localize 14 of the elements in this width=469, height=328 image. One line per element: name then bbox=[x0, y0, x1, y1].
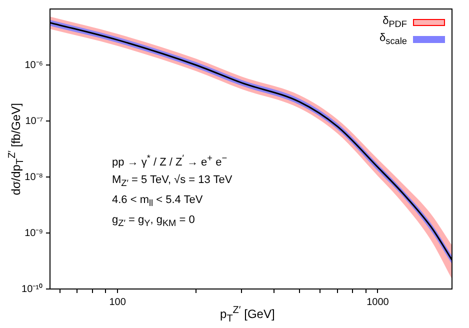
x-axis-title: p$_{T}$$^{Z′}$ [GeV] bbox=[220, 305, 275, 324]
y-tick-label: 10⁻⁶ bbox=[24, 60, 43, 71]
annotation: M$_{Z′}$ = 5 TeV, √s = 13 TeV bbox=[112, 172, 232, 190]
y-tick-label: 10⁻⁷ bbox=[25, 116, 44, 127]
annotation: g$_{Z′}$ = g$_{Y}$, g$_{KM}$ = 0 bbox=[112, 213, 196, 230]
annotation: 4.6 < m$_{ll}$ < 5.4 TeV bbox=[112, 192, 204, 210]
legend-label: δ$_{scale}$ bbox=[379, 32, 407, 47]
y-tick-label: 10⁻⁹ bbox=[24, 228, 43, 239]
y-tick-label: 10⁻⁸ bbox=[24, 172, 43, 183]
y-tick-label: 10⁻¹⁰ bbox=[22, 282, 43, 295]
legend-label: δ$_{PDF}$ bbox=[382, 15, 407, 30]
x-tick-label: 100 bbox=[109, 296, 126, 308]
x-tick-label: 1000 bbox=[366, 296, 390, 308]
annotation: pp → γ$^{*}$ / Z / Z$^{′}$ → e$^{+}$ e$^{−}$ bbox=[112, 152, 228, 171]
